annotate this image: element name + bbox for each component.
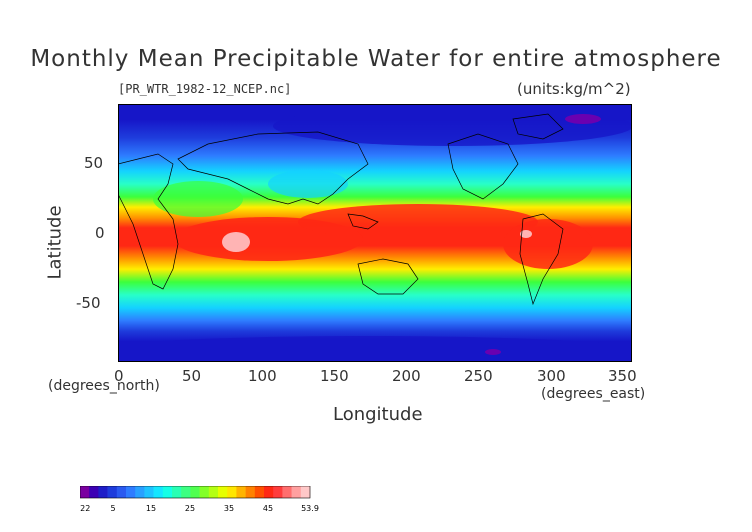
colorbar-swatch [236, 486, 246, 498]
colorbar-swatch [98, 486, 108, 498]
colorbar-swatch [245, 486, 256, 498]
x-tick-100: 100 [248, 367, 277, 385]
pacific-warm-region [298, 204, 538, 240]
colorbar-swatch [254, 486, 265, 498]
colorbar-swatch [107, 486, 118, 498]
coastlines [118, 113, 564, 306]
colorbar-swatch [126, 486, 136, 498]
colorbar-swatch [153, 486, 164, 498]
y-tick-0: 0 [95, 224, 105, 242]
colorbar-swatch [199, 486, 210, 498]
precipitable-water-map [118, 104, 632, 362]
y-unit-label: (degrees_north) [48, 378, 160, 394]
colorbar-swatch [264, 486, 274, 498]
colorbar-label: 53.9 [301, 504, 319, 513]
colorbar-label: 5 [110, 504, 115, 513]
colorbar-swatch [218, 486, 228, 498]
minimum-region [565, 114, 601, 124]
colorbar-label: 15 [146, 504, 156, 513]
colorbar-swatch [80, 486, 90, 498]
x-tick-150: 150 [320, 367, 349, 385]
colorbar-swatch [89, 486, 99, 498]
x-tick-50: 50 [182, 367, 202, 385]
colorbar-swatch [162, 486, 173, 498]
x-tick-0: 0 [114, 367, 124, 385]
colorbar-label: 25 [185, 504, 195, 513]
colorbar-swatch [116, 486, 127, 498]
colorbar: -2.22 5 15 25 35 45 53.9 [80, 486, 319, 513]
x-axis-title: Longitude [333, 404, 423, 425]
colorbar-swatch [227, 486, 237, 498]
amazon-warm-region [503, 219, 593, 269]
chart-title: Monthly Mean Precipitable Water for enti… [30, 46, 722, 72]
colorbar-swatch [135, 486, 145, 498]
colorbar-swatch [273, 486, 283, 498]
units-label: (units:kg/m^2) [517, 80, 631, 98]
colorbar-label: 35 [224, 504, 234, 513]
y-tick-neg50: -50 [76, 294, 101, 312]
colorbar-swatch [190, 486, 200, 498]
file-label: [PR_WTR_1982-12_NCEP.nc] [118, 82, 292, 96]
colorbar-swatch [300, 486, 311, 498]
colorbar-swatch [172, 486, 182, 498]
colorbar-swatch [291, 486, 302, 498]
colorbar-swatch [144, 486, 154, 498]
colorbar-label: -2.22 [80, 504, 90, 513]
x-unit-label: (degrees_east) [541, 386, 646, 402]
y-tick-50: 50 [84, 154, 104, 172]
x-tick-350: 350 [608, 367, 637, 385]
colorbar-swatch [282, 486, 292, 498]
x-tick-300: 300 [537, 367, 566, 385]
x-tick-200: 200 [392, 367, 421, 385]
max-region [222, 232, 250, 252]
colorbar-label: 45 [263, 504, 273, 513]
y-axis-title: Latitude [44, 205, 66, 280]
sahara-dry-region [153, 181, 243, 217]
asia-dry-region [268, 170, 348, 198]
colorbar-swatch [181, 486, 191, 498]
x-tick-250: 250 [464, 367, 493, 385]
colorbar-swatch [208, 486, 219, 498]
